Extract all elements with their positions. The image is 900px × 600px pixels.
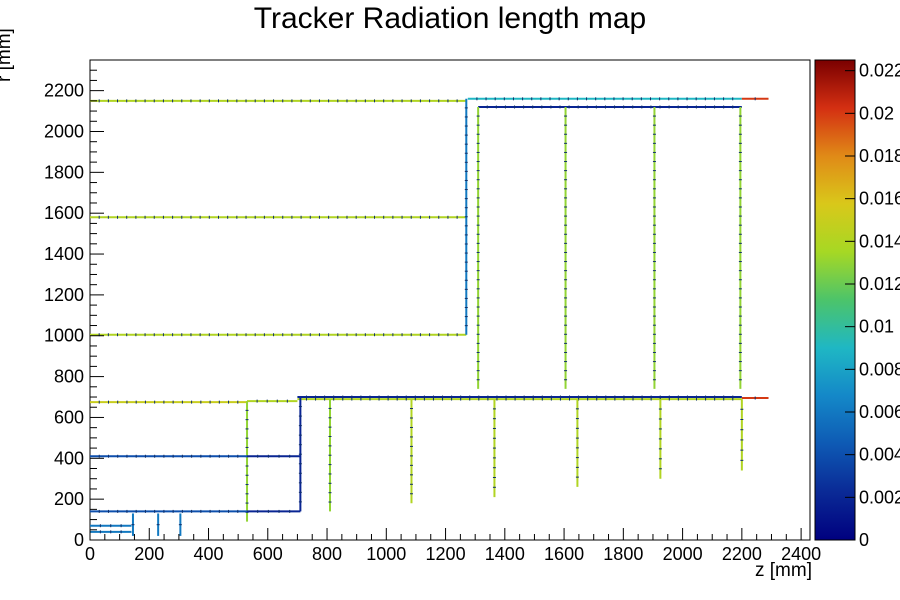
- x-tick-label: 2400: [781, 544, 821, 564]
- y-tick-label: 400: [54, 448, 84, 468]
- y-tick-label: 1800: [44, 162, 84, 182]
- x-tick-label: 0: [85, 544, 95, 564]
- x-tick-label: 1400: [485, 544, 525, 564]
- y-tick-label: 1200: [44, 285, 84, 305]
- x-tick-label: 600: [253, 544, 283, 564]
- colorbar-scale: [814, 59, 856, 541]
- y-tick-label: 800: [54, 367, 84, 387]
- x-tick-label: 800: [312, 544, 342, 564]
- colorbar-tick-label: 0.014: [859, 231, 900, 251]
- y-tick-label: 200: [54, 489, 84, 509]
- colorbar-tick-label: 0.008: [859, 359, 900, 379]
- y-tick-label: 0: [74, 530, 84, 550]
- colorbar-tick-label: 0.004: [859, 445, 900, 465]
- colorbar: 0 0.002 0.004 0.006 0.008 0.01 0.012 0.014 0.016…: [814, 59, 900, 550]
- colorbar-tick-label: 0: [859, 530, 869, 550]
- y-tick-label: 600: [54, 407, 84, 427]
- colorbar-tick-label: 0.018: [859, 146, 900, 166]
- colorbar-tick-label: 0.022: [859, 61, 900, 81]
- x-axis-label: z [mm]: [755, 560, 812, 581]
- y-tick-label: 1000: [44, 326, 84, 346]
- colorbar-tick-label: 0.016: [859, 189, 900, 209]
- x-tick-label: 2000: [663, 544, 703, 564]
- y-tick-label: 2200: [44, 81, 84, 101]
- x-tick-label: 1800: [603, 544, 643, 564]
- x-tick-label: 1600: [544, 544, 584, 564]
- y-tick-label: 1600: [44, 203, 84, 223]
- colorbar-tick-label: 0.01: [859, 317, 894, 337]
- colorbar-tick-label: 0.006: [859, 402, 900, 422]
- plot-frame: [89, 59, 811, 541]
- x-tick-label: 400: [193, 544, 223, 564]
- x-tick-label: 1000: [366, 544, 406, 564]
- axes: 0 200 400 600 800 1000 1200 1400 1600 1800 2000 220…: [44, 59, 821, 564]
- y-tick-label: 1400: [44, 244, 84, 264]
- chart-title: Tracker Radiation length map: [253, 2, 647, 35]
- colorbar-tick-label: 0.012: [859, 274, 900, 294]
- x-tick-label: 2200: [722, 544, 762, 564]
- colorbar-tick-label: 0.002: [859, 487, 900, 507]
- plot-area: [89, 59, 811, 541]
- colorbar-tick-label: 0.02: [859, 103, 894, 123]
- x-tick-label: 200: [134, 544, 164, 564]
- y-tick-label: 2000: [44, 121, 84, 141]
- x-tick-label: 1200: [426, 544, 466, 564]
